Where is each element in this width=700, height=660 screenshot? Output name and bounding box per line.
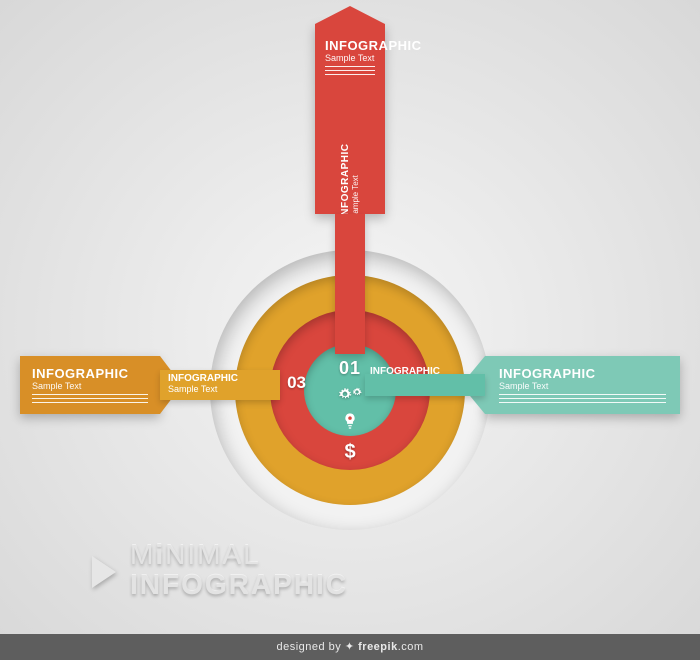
arrow-left-neck-subtitle: Sample Text	[168, 384, 272, 394]
arrow-left-neck: INFOGRAPHIC Sample Text 03	[160, 370, 280, 400]
arrow-right-title: INFOGRAPHIC	[499, 366, 666, 381]
arrow-right-neck	[365, 374, 485, 396]
footer-star1: ✦	[345, 641, 358, 653]
arrow-left-title: INFOGRAPHIC	[32, 366, 148, 381]
arrow-top-neck	[335, 214, 365, 354]
arrow-left-rule1	[32, 394, 148, 395]
arrow-right-rule3	[499, 402, 666, 403]
title-l1-b: i	[155, 539, 165, 570]
title-l1-a: M	[130, 539, 155, 570]
footer-bar: designed by ✦ freepik.com	[0, 634, 700, 660]
arrow-left-neck-title: INFOGRAPHIC	[168, 373, 272, 384]
title-line-1: MiNIMAL	[130, 540, 348, 570]
footer-brand: freepik	[358, 641, 398, 653]
title-line-2: INFOGRAPHIC	[130, 570, 348, 600]
arrow-top-inner-text: INFOGRAPHIC Sample Text	[340, 149, 360, 219]
center-column: 01 $	[338, 358, 362, 464]
bulb-icon	[338, 412, 362, 435]
footer-suffix: .com	[398, 641, 424, 653]
arrow-left-subtitle: Sample Text	[32, 381, 148, 391]
title-triangle-icon	[92, 556, 116, 588]
arrow-top-rule2	[325, 70, 375, 71]
arrow-top-subtitle: Sample Text	[325, 53, 375, 63]
arrow-left-rule2	[32, 398, 148, 399]
arrow-top-rule3	[325, 74, 375, 75]
title-l2: INFOGRAPHIC	[130, 569, 348, 600]
arrow-right-rule1	[499, 394, 666, 395]
gears-icon	[338, 385, 362, 406]
arrow-top-inner-subtitle: Sample Text	[351, 149, 360, 219]
main-title: MiNIMAL INFOGRAPHIC	[130, 540, 348, 600]
footer-prefix: designed by	[276, 641, 344, 653]
arrow-left-rule3	[32, 402, 148, 403]
arrow-top-title: INFOGRAPHIC	[325, 38, 375, 53]
arrow-top-inner-title: INFOGRAPHIC	[340, 149, 351, 219]
arrow-top-rule1	[325, 66, 375, 67]
dollar-icon: $	[338, 441, 362, 464]
arrow-left: INFOGRAPHIC Sample Text	[20, 356, 160, 414]
arrow-right-subtitle: Sample Text	[499, 381, 666, 391]
arrow-right-rule2	[499, 398, 666, 399]
center-number: 01	[338, 358, 362, 379]
arrow-left-number: 03	[287, 373, 306, 393]
title-l1-c: NIMAL	[165, 539, 261, 570]
arrow-right: INFOGRAPHIC Sample Text INFOGRAPHIC Samp…	[485, 356, 680, 414]
arrow-top-tip	[315, 6, 385, 24]
infographic-stage: 01 $ INFOGRAPHIC Sample Text INFOGRAPHIC…	[0, 0, 700, 660]
arrow-top: INFOGRAPHIC Sample Text INFOGRAPHIC Samp…	[315, 24, 385, 214]
